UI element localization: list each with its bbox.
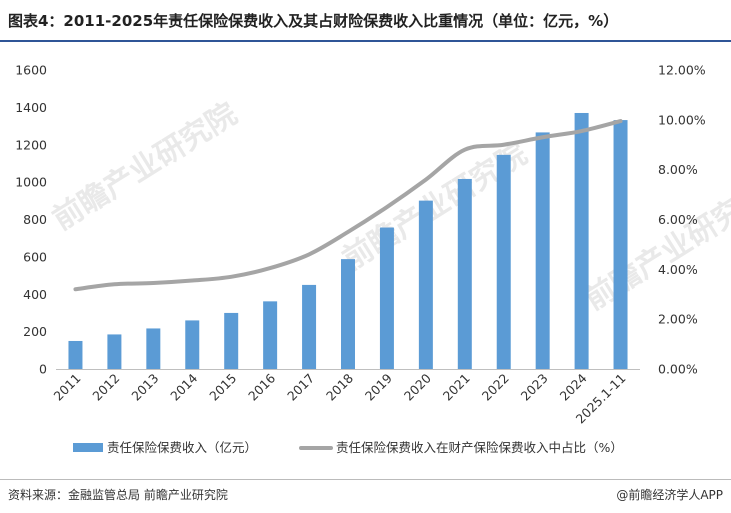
bar — [418, 200, 433, 369]
bar — [341, 259, 355, 369]
legend-label-line: 责任保险保费收入在财产保险保费收入中占比（%） — [336, 440, 623, 455]
bar — [107, 334, 122, 369]
x-tick-label: 2013 — [128, 371, 161, 404]
x-tick-label: 2023 — [518, 371, 551, 404]
x-tick-label: 2017 — [284, 371, 317, 404]
y-left-tick-label: 800 — [23, 212, 47, 227]
watermark-text: 前瞻产业研究院 — [579, 176, 731, 317]
footer-divider — [0, 479, 731, 480]
legend: 责任保险保费收入（亿元） 责任保险保费收入在财产保险保费收入中占比（%） — [73, 440, 623, 455]
x-tick-label: 2019 — [362, 370, 395, 403]
x-tick-label: 2020 — [401, 370, 434, 403]
x-tick-label: 2021 — [440, 371, 473, 404]
y-left-tick-label: 1400 — [15, 100, 47, 115]
bar — [379, 227, 394, 369]
bar — [224, 312, 239, 369]
y-left-tick-label: 1000 — [15, 175, 47, 190]
bar — [613, 120, 628, 370]
title-divider — [0, 40, 731, 42]
source-note: 资料来源：金融监管总局 前瞻产业研究院 — [8, 488, 228, 502]
x-tick-label: 2014 — [167, 370, 200, 403]
bar — [263, 301, 278, 369]
y-right-tick-label: 12.00% — [658, 63, 706, 78]
bar — [68, 340, 83, 369]
bar — [146, 328, 161, 369]
bar — [302, 284, 317, 369]
chart-canvas: 前瞻产业研究院 前瞻产业研究院 前瞻产业研究院 020040060080010001… — [15, 63, 731, 456]
x-tick-label: 2022 — [479, 371, 512, 404]
bar-series — [68, 112, 628, 370]
line-series — [73, 119, 623, 292]
y-left-tick-label: 600 — [23, 249, 47, 264]
x-tick-label: 2024 — [557, 370, 590, 403]
y-left-tick-label: 1600 — [15, 63, 47, 78]
y-right-tick-label: 4.00% — [658, 262, 698, 277]
y-left-tick-label: 1200 — [15, 137, 47, 152]
x-tick-label: 2018 — [323, 370, 356, 403]
y-right-tick-label: 8.00% — [658, 162, 698, 177]
legend-label-bar: 责任保险保费收入（亿元） — [107, 440, 257, 455]
x-tick-label: 2015 — [206, 371, 239, 404]
y-right-tick-label: 6.00% — [658, 212, 698, 227]
bar — [457, 178, 472, 369]
y-left-tick-label: 0 — [39, 362, 47, 377]
bar — [185, 320, 200, 369]
y-left-tick-label: 400 — [23, 287, 47, 302]
x-tick-label: 2011 — [50, 371, 83, 404]
y-right-tick-label: 2.00% — [658, 312, 698, 327]
bar — [535, 132, 550, 369]
bar — [574, 112, 589, 369]
right-axis: 0.00% 2.00% 4.00% 6.00% 8.00% 10.00% 12.00% — [658, 63, 706, 377]
x-tick-label: 2012 — [89, 371, 122, 404]
watermark-text: 前瞻产业研究院 — [47, 96, 244, 237]
y-left-tick-label: 200 — [23, 324, 47, 339]
y-right-tick-label: 10.00% — [658, 112, 706, 127]
brand-credit: @前瞻经济学人APP — [616, 488, 723, 502]
left-axis: 0 200 400 600 800 1000 1200 1400 1600 — [15, 63, 47, 377]
y-right-tick-label: 0.00% — [658, 362, 698, 377]
x-tick-label: 2016 — [245, 370, 278, 403]
bar — [496, 154, 511, 369]
legend-swatch-bar — [73, 443, 103, 452]
x-axis: 2011 2012 2013 2014 2015 2016 2017 2018 2019 2020… — [50, 369, 640, 426]
chart-title: 图表4：2011-2025年责任保险保费收入及其占财险保费收入比重情况（单位：亿… — [8, 12, 619, 30]
